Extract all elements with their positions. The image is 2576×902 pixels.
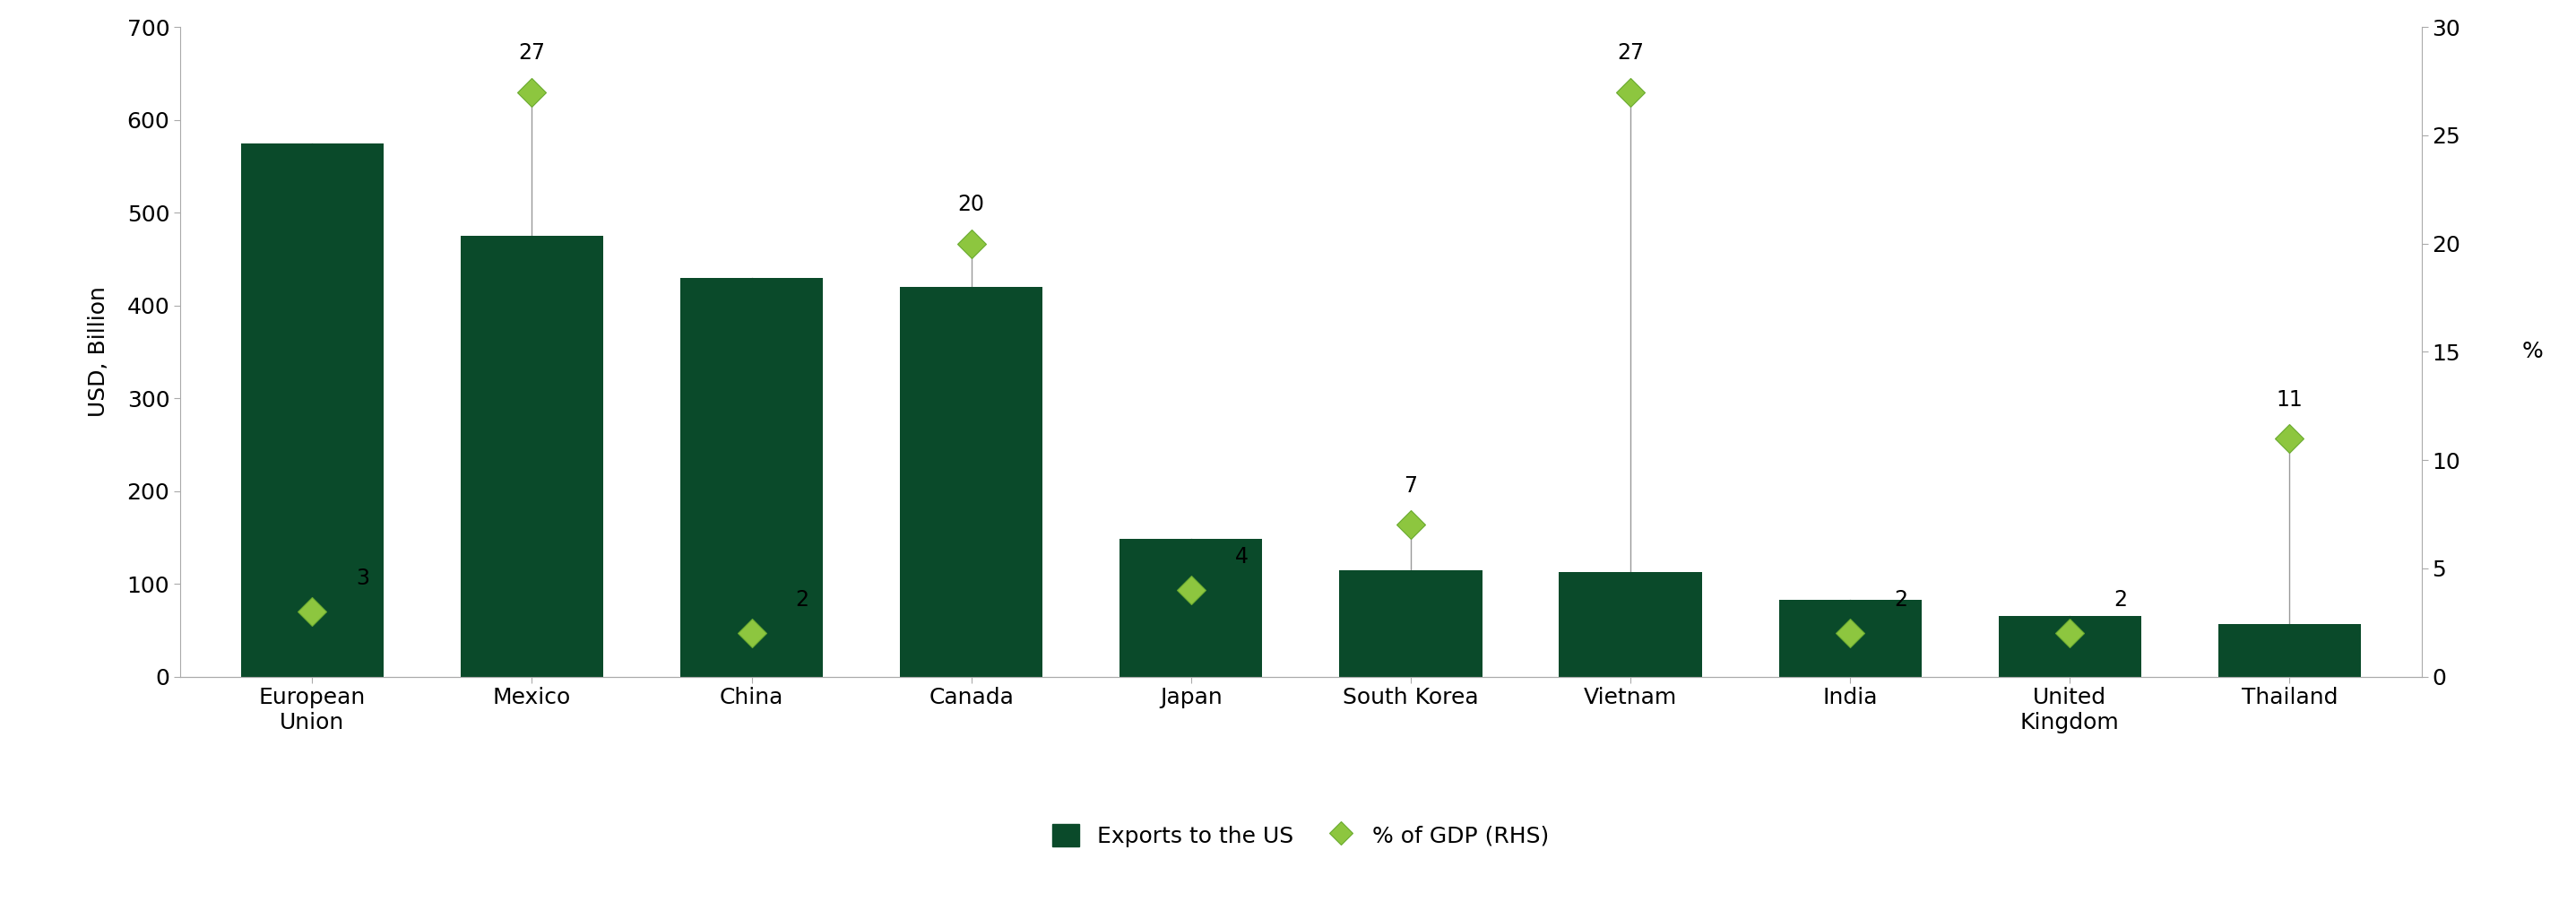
Y-axis label: USD, Billion: USD, Billion — [88, 286, 111, 418]
Bar — [1780, 600, 1922, 676]
Text: 2: 2 — [796, 589, 809, 611]
Text: 2: 2 — [2115, 589, 2128, 611]
Text: 3: 3 — [355, 567, 368, 589]
Text: 4: 4 — [1234, 546, 1249, 567]
Text: 27: 27 — [1618, 42, 1643, 64]
Bar — [1121, 539, 1262, 676]
Bar — [1999, 616, 2141, 676]
Bar — [240, 143, 384, 676]
Bar — [2218, 623, 2362, 676]
Text: 11: 11 — [2277, 389, 2303, 410]
Legend: Exports to the US, % of GDP (RHS): Exports to the US, % of GDP (RHS) — [1054, 824, 1548, 847]
Bar — [899, 287, 1043, 676]
Text: 7: 7 — [1404, 475, 1417, 497]
Text: 20: 20 — [958, 194, 984, 216]
Text: 2: 2 — [1893, 589, 1909, 611]
Bar — [680, 278, 822, 676]
Text: 27: 27 — [518, 42, 546, 64]
Bar — [1558, 572, 1703, 676]
Bar — [1340, 570, 1481, 676]
Bar — [461, 235, 603, 676]
Text: %: % — [2522, 341, 2543, 363]
